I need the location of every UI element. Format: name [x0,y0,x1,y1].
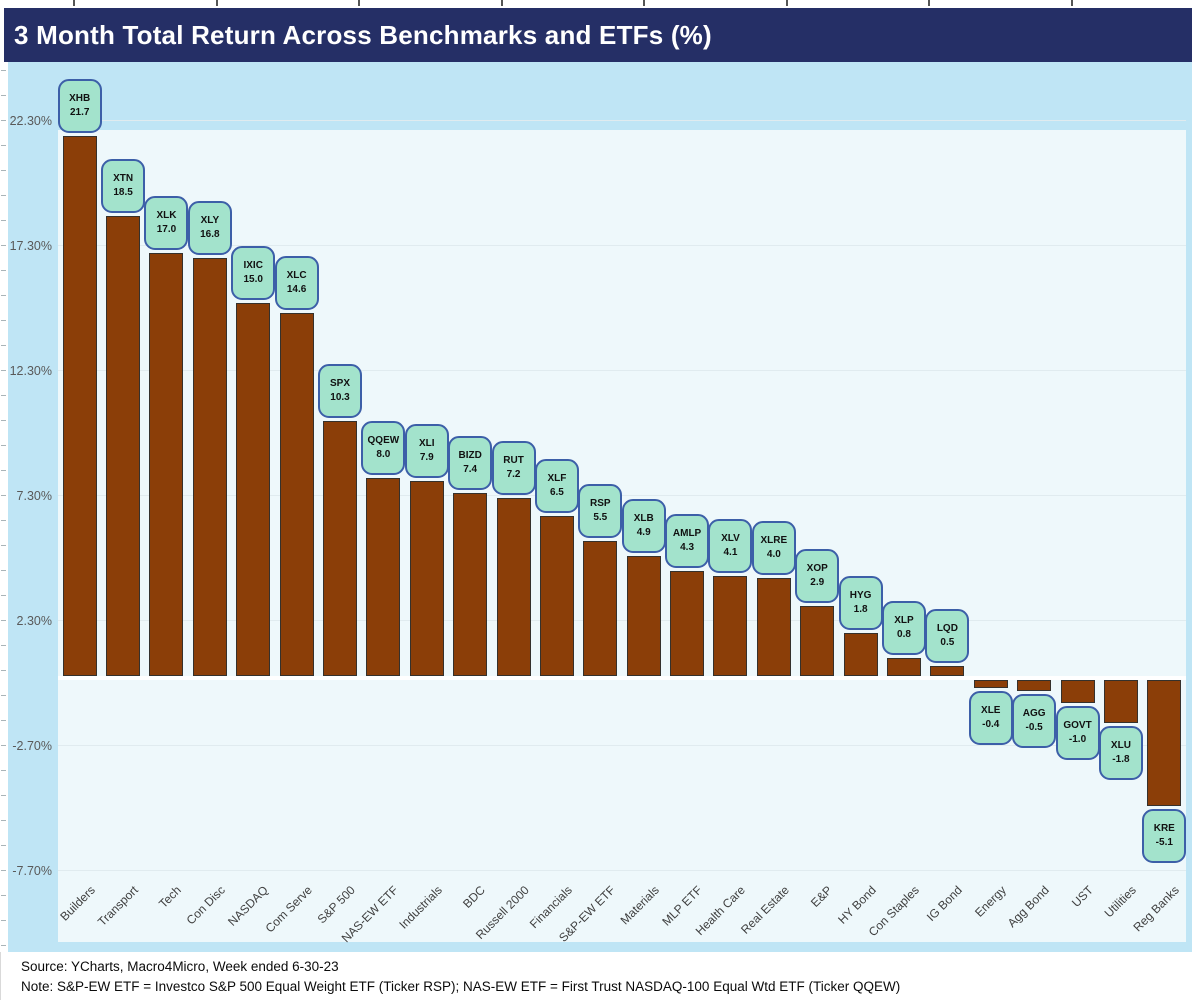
left-margin-tick [1,745,6,746]
left-margin-tick [1,95,6,96]
callout-ticker: XHB [69,92,91,104]
left-margin-tick [1,620,6,621]
y-tick-label: -7.70% [12,863,52,878]
y-tick-label: -2.70% [12,738,52,753]
left-margin-tick [1,120,6,121]
left-margin-tick [1,670,6,671]
left-margin-tick [1,295,6,296]
top-margin-tick [501,0,503,6]
left-margin-tick [1,245,6,246]
left-margin-tick [1,170,6,171]
left-margin-tick [1,720,6,721]
gridline [58,120,1186,121]
footer: Source: YCharts, Macro4Micro, Week ended… [0,952,1196,1000]
chart-title-bar: 3 Month Total Return Across Benchmarks a… [4,8,1192,62]
y-tick-label: 7.30% [16,488,52,503]
top-margin-tick [73,0,75,6]
left-margin-tick [1,795,6,796]
left-margin-tick [1,895,6,896]
y-tick-label: 22.30% [9,113,52,128]
chart-area: 22.30% 17.30% 12.30% 7.30% 2.30% -2.70% -7.70%… [8,62,1192,952]
left-margin-tick [1,395,6,396]
top-margin-tick [643,0,645,6]
left-margin-tick [1,495,6,496]
top-margin-tick [358,0,360,6]
left-margin-tick [1,695,6,696]
y-tick-label: 2.30% [16,613,52,628]
left-margin-tick [1,70,6,71]
y-tick-label: 12.30% [9,363,52,378]
top-margin-tick [786,0,788,6]
left-margin-tick [1,320,6,321]
left-margin-tick [1,945,6,946]
left-margin-tick [1,520,6,521]
left-margin-tick [1,420,6,421]
left-margin-tick [1,220,6,221]
left-margin-tick [1,545,6,546]
left-margin-tick [1,470,6,471]
source-text: Source: YCharts, Macro4Micro, Week ended… [21,959,339,974]
top-margin-tick [928,0,930,6]
left-margin-tick [1,845,6,846]
callout-xhb: XHB 21.7 [57,78,102,133]
chart-title: 3 Month Total Return Across Benchmarks a… [14,19,712,50]
left-margin-tick [1,920,6,921]
top-margin-tick [216,0,218,6]
left-margin-tick [1,370,6,371]
left-margin-tick [1,195,6,196]
left-margin-tick [1,570,6,571]
y-tick-label: 17.30% [9,238,52,253]
left-margin-tick [1,270,6,271]
left-margin-tick [1,595,6,596]
top-margin-tick [1071,0,1073,6]
left-margin-tick [1,820,6,821]
left-margin-tick [1,770,6,771]
plot-area [58,130,1186,942]
left-margin-tick [1,345,6,346]
note-text: Note: S&P-EW ETF = Investco S&P 500 Equa… [21,979,901,994]
callout-value: 21.7 [69,106,90,118]
left-margin-tick [1,870,6,871]
left-margin-tick [1,445,6,446]
left-margin-tick [1,145,6,146]
left-margin-tick [1,645,6,646]
